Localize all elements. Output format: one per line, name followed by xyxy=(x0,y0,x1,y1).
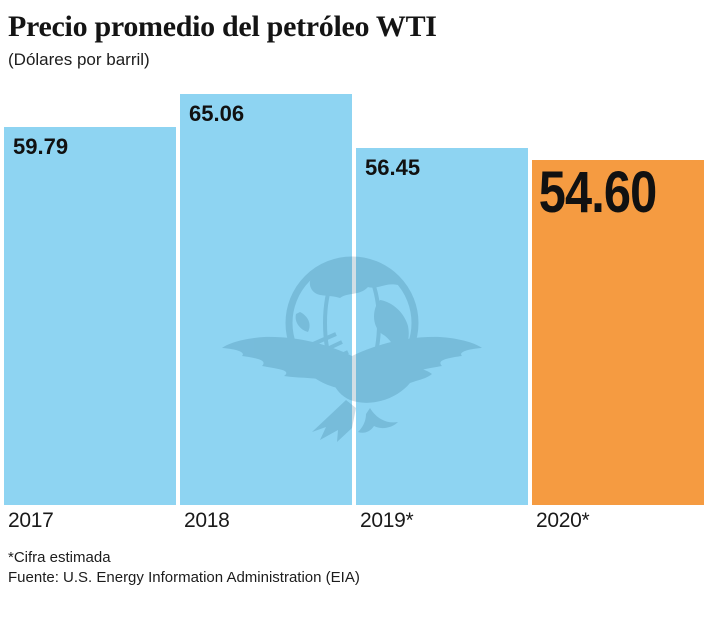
chart-subtitle: (Dólares por barril) xyxy=(8,50,150,69)
bar-value-label-2019: 56.45 xyxy=(365,155,421,181)
source-line: Fuente: U.S. Energy Information Administ… xyxy=(8,569,360,586)
bar-2017: 59.79 xyxy=(4,127,176,505)
axis-label-2018: 2018 xyxy=(184,509,230,532)
x-axis-labels: 2017 2018 2019* 2020* xyxy=(0,509,709,533)
axis-label-2017: 2017 xyxy=(8,509,54,532)
bar-2018: 65.06 xyxy=(180,94,352,505)
bar-2020: 54.60 xyxy=(532,160,704,505)
axis-label-2019: 2019* xyxy=(360,509,414,532)
axis-label-2020: 2020* xyxy=(536,509,590,532)
bar-chart: 59.79 65.06 56.45 54.60 xyxy=(0,94,709,505)
footnote: *Cifra estimada xyxy=(8,549,111,566)
bar-value-label-2018: 65.06 xyxy=(189,101,245,126)
bar-value-label-2017: 59.79 xyxy=(13,134,69,160)
footer: *Cifra estimada Fuente: U.S. Energy Info… xyxy=(8,548,360,588)
bar-2019: 56.45 xyxy=(356,148,528,505)
bars-row: 59.79 65.06 56.45 54.60 xyxy=(0,94,709,505)
bar-value-label-2020: 54.60 xyxy=(538,160,658,226)
chart-title: Precio promedio del petróleo WTI xyxy=(8,10,437,43)
